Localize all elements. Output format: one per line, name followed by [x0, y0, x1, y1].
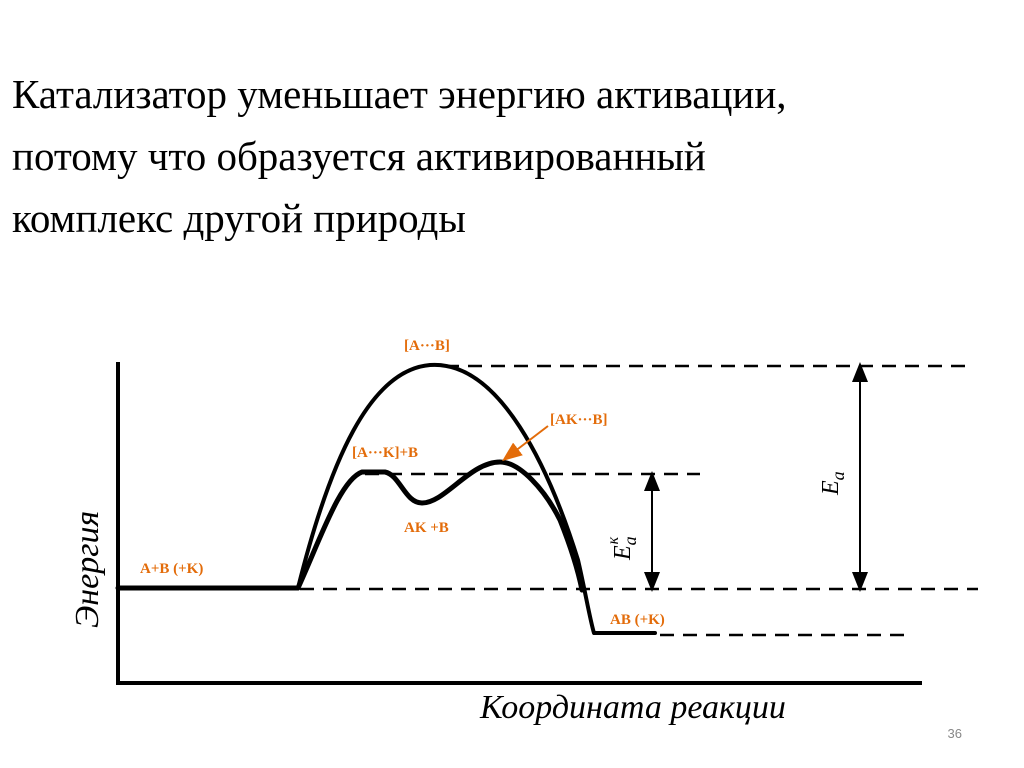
- label: AB (+K): [610, 612, 665, 628]
- title-line: комплекс другой природы: [12, 195, 466, 241]
- y-axis-label: Энергия: [69, 511, 106, 628]
- title-line: потому что образуется активированный: [12, 133, 706, 179]
- axes: [116, 362, 922, 685]
- energy-curves: [115, 362, 657, 635]
- eak-label: Eaк: [605, 536, 640, 561]
- label: [AK···B]: [550, 412, 608, 428]
- ea-label: Ea: [818, 471, 848, 496]
- title-line: Катализатор уменьшает энергию активации,: [12, 71, 787, 117]
- label: [A···B]: [404, 338, 450, 354]
- pointer-arrow: [502, 425, 549, 462]
- x-axis-label: Координата реакции: [479, 689, 786, 726]
- label: AK +B: [404, 520, 449, 536]
- page-number: 36: [948, 726, 962, 741]
- dashed-levels: [300, 364, 978, 637]
- label: [A···K]+B: [352, 445, 418, 461]
- label: A+B (+K): [140, 561, 203, 577]
